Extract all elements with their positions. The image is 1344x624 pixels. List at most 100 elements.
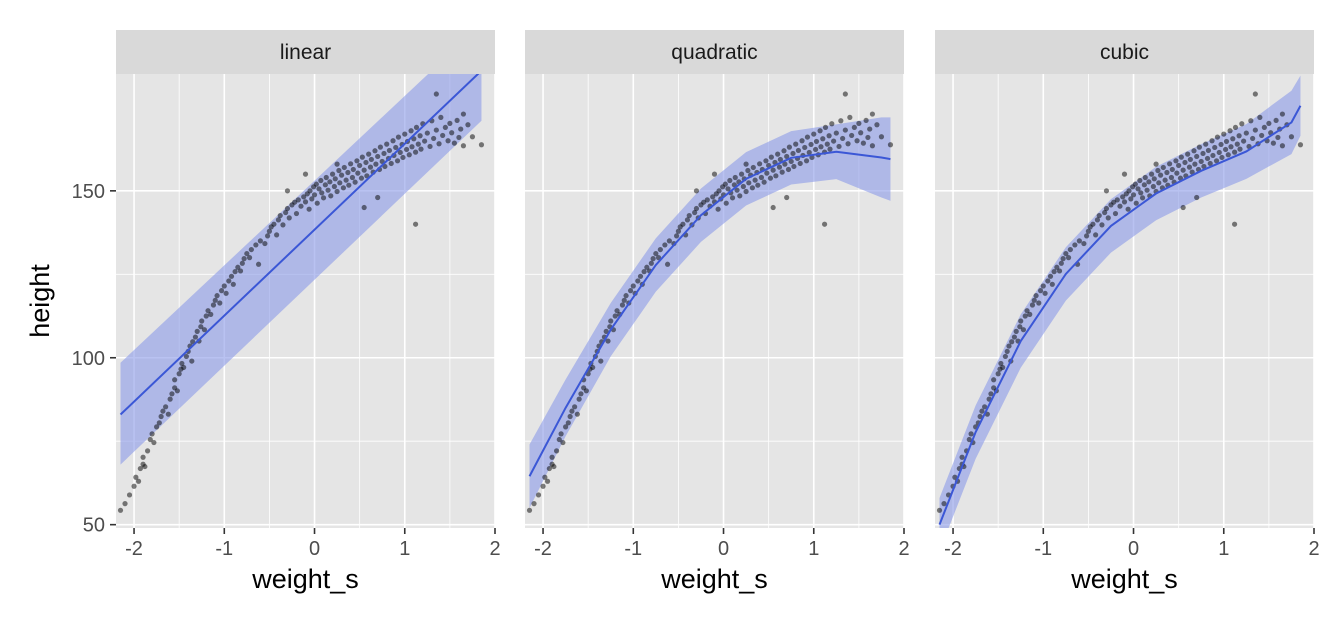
data-point [1185, 151, 1191, 157]
data-point [149, 431, 155, 437]
data-point [727, 177, 733, 184]
data-point [1121, 171, 1128, 177]
data-point [334, 161, 340, 167]
data-point [417, 133, 423, 139]
data-point [1168, 174, 1175, 181]
data-point [755, 182, 761, 188]
data-point [1126, 188, 1132, 194]
data-point [758, 174, 765, 181]
data-point [725, 186, 731, 192]
data-point [1054, 264, 1060, 270]
data-point [460, 111, 467, 117]
data-point [641, 269, 647, 275]
data-point [869, 111, 876, 117]
y-tick-label: 150 [72, 181, 105, 203]
data-point [1160, 164, 1166, 171]
data-point [456, 134, 462, 141]
x-tick-label: -1 [215, 538, 233, 560]
data-point [412, 149, 419, 155]
data-point [686, 212, 692, 219]
data-point [768, 154, 774, 160]
data-point [1155, 167, 1161, 174]
data-point [413, 124, 420, 131]
data-point [366, 151, 372, 157]
data-point [797, 160, 803, 167]
data-point [1209, 138, 1215, 144]
data-point [311, 192, 318, 198]
data-point [820, 136, 826, 142]
data-point [784, 153, 790, 160]
data-point [761, 179, 767, 185]
prediction-band [939, 75, 1301, 528]
x-tick-label: 2 [898, 538, 909, 560]
data-point [1105, 215, 1111, 221]
data-point [1180, 204, 1186, 211]
data-point [318, 177, 324, 184]
data-point [151, 439, 157, 446]
data-point [255, 261, 262, 267]
data-point [1196, 144, 1202, 150]
data-point [715, 206, 721, 212]
data-point [781, 148, 787, 154]
data-point [680, 221, 686, 227]
x-axis-title: weight_s [1070, 564, 1178, 594]
data-point [737, 193, 743, 199]
data-point [1192, 161, 1198, 167]
data-point [1141, 182, 1147, 188]
data-point [172, 377, 178, 383]
data-point [442, 124, 448, 131]
data-point [829, 121, 835, 127]
prediction-band [120, 74, 482, 465]
data-point [1027, 311, 1033, 317]
data-point [1000, 364, 1006, 371]
data-point [1135, 186, 1141, 192]
data-point [795, 147, 802, 154]
x-tick-label: 2 [489, 538, 500, 560]
data-point [284, 188, 291, 194]
data-point [1205, 147, 1212, 154]
data-point [393, 144, 399, 151]
data-point [838, 118, 844, 124]
data-point [743, 188, 749, 195]
data-point [1189, 169, 1195, 175]
data-point [359, 154, 365, 160]
data-point [265, 233, 271, 239]
data-point [535, 492, 542, 498]
data-point [117, 507, 124, 513]
data-point [1049, 281, 1055, 287]
data-point [770, 204, 776, 211]
data-point [1204, 155, 1211, 162]
data-point [122, 501, 128, 507]
data-point [563, 424, 569, 430]
data-point [422, 138, 428, 144]
data-point [283, 209, 289, 216]
data-point [131, 483, 137, 489]
data-point [598, 358, 604, 364]
data-point [1198, 158, 1204, 165]
data-point [836, 143, 842, 150]
data-point [603, 328, 609, 334]
data-point [887, 142, 894, 148]
data-point [791, 163, 797, 170]
data-point [833, 130, 839, 136]
data-point [375, 153, 381, 160]
data-point [397, 149, 403, 156]
data-point [1164, 169, 1170, 176]
data-point [1114, 197, 1120, 203]
data-point [1250, 135, 1256, 142]
data-point [460, 143, 467, 149]
data-point [572, 404, 578, 410]
x-tick-label: -2 [944, 538, 962, 560]
data-point [1047, 273, 1054, 279]
data-point [403, 146, 410, 153]
data-point [158, 413, 164, 420]
data-point [1081, 240, 1087, 247]
data-point [982, 404, 988, 410]
data-point [556, 436, 562, 443]
data-point [1288, 134, 1295, 140]
data-point [253, 242, 259, 248]
data-point [1153, 161, 1159, 167]
data-point [248, 246, 254, 253]
data-point [842, 127, 848, 133]
data-point [361, 204, 367, 211]
